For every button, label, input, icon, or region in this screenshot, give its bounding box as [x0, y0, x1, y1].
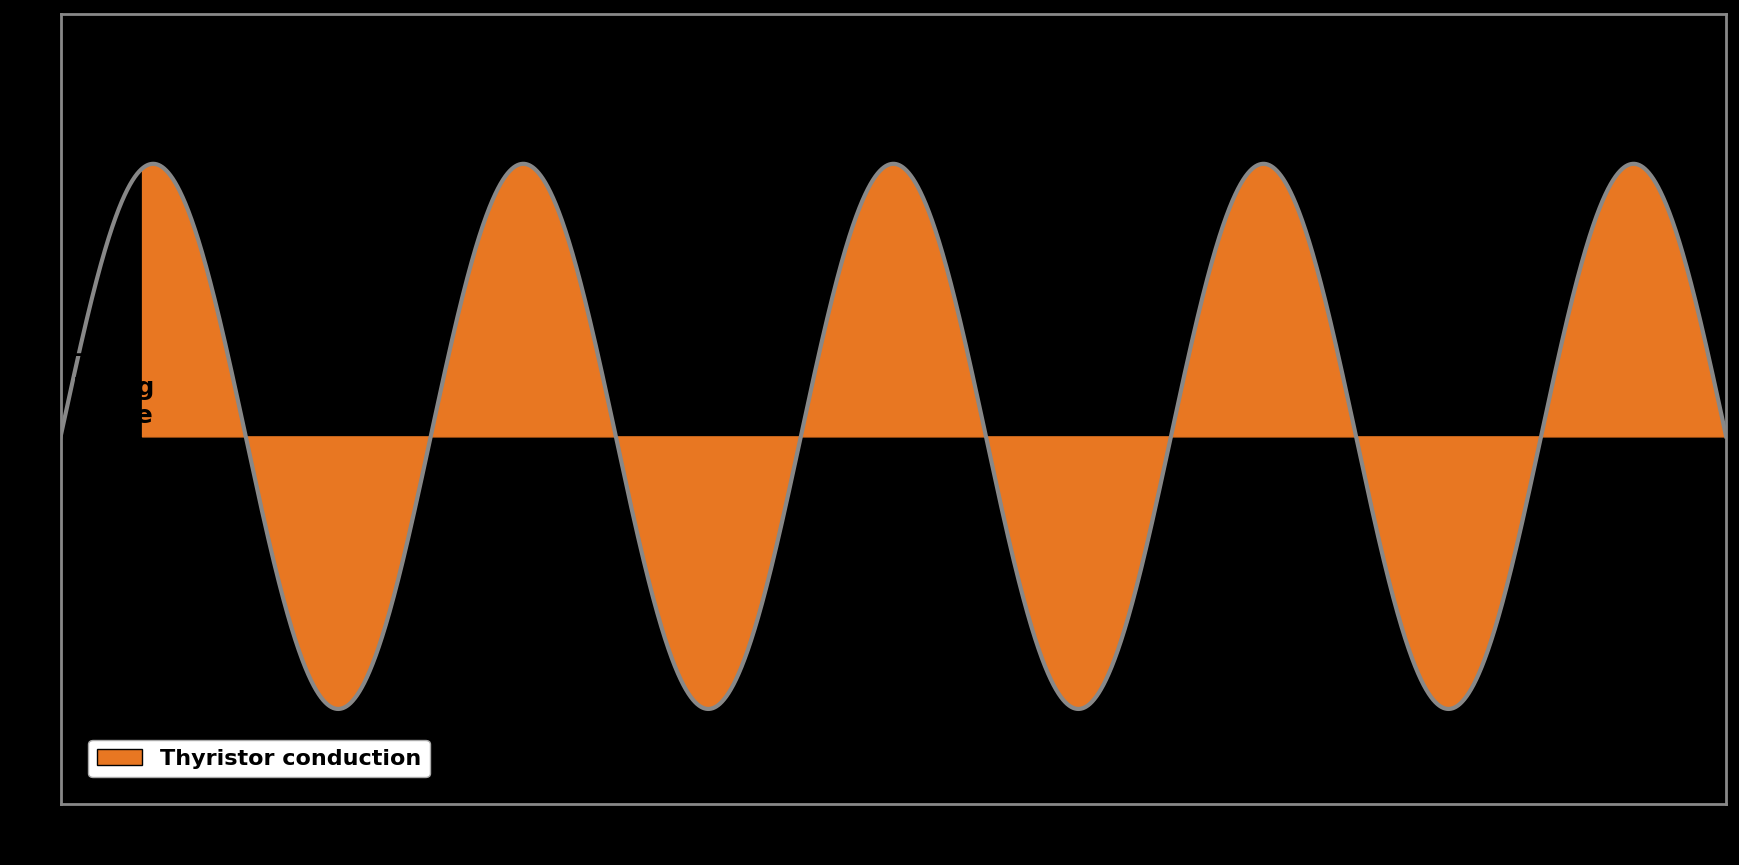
- Bar: [299, 674, 416, 804]
- Bar: [1012, 279, 1130, 408]
- Bar: [299, 410, 416, 540]
- Bar: [299, 279, 416, 408]
- Text: Firing
Angle: Firing Angle: [73, 376, 155, 428]
- Bar: [61, 279, 179, 408]
- Bar: [537, 147, 654, 276]
- Bar: [776, 674, 892, 804]
- Bar: [1012, 542, 1130, 671]
- Bar: [1132, 279, 1249, 408]
- Bar: [1489, 674, 1605, 804]
- Bar: [894, 279, 1010, 408]
- Bar: [299, 147, 416, 276]
- Bar: [419, 279, 536, 408]
- Bar: [1489, 279, 1605, 408]
- Bar: [537, 674, 654, 804]
- Bar: [419, 674, 536, 804]
- Bar: [1012, 147, 1130, 276]
- Bar: [419, 15, 536, 144]
- Bar: [61, 147, 179, 276]
- Bar: [1012, 410, 1130, 540]
- Bar: [1369, 147, 1487, 276]
- Bar: [1607, 542, 1723, 671]
- Bar: [61, 674, 179, 804]
- Bar: [1369, 279, 1487, 408]
- Bar: [1607, 279, 1723, 408]
- Bar: [1132, 15, 1249, 144]
- Bar: [1607, 674, 1723, 804]
- Bar: [1250, 279, 1367, 408]
- Bar: [894, 410, 1010, 540]
- Bar: [1012, 674, 1130, 804]
- Bar: [1250, 15, 1367, 144]
- Bar: [537, 279, 654, 408]
- Bar: [1369, 674, 1487, 804]
- Bar: [1489, 147, 1605, 276]
- Bar: [1369, 410, 1487, 540]
- Bar: [181, 279, 297, 408]
- Bar: [656, 147, 774, 276]
- Bar: [1489, 542, 1605, 671]
- Bar: [181, 410, 297, 540]
- Bar: [656, 279, 774, 408]
- Bar: [299, 542, 416, 671]
- Bar: [656, 542, 774, 671]
- Bar: [419, 542, 536, 671]
- Bar: [1607, 410, 1723, 540]
- Bar: [61, 410, 179, 540]
- Bar: [1489, 410, 1605, 540]
- Bar: [1132, 542, 1249, 671]
- Bar: [299, 15, 416, 144]
- Bar: [894, 542, 1010, 671]
- Bar: [1132, 147, 1249, 276]
- Bar: [537, 15, 654, 144]
- Bar: [1250, 147, 1367, 276]
- Bar: [181, 674, 297, 804]
- Bar: [1012, 15, 1130, 144]
- Bar: [181, 15, 297, 144]
- Bar: [894, 147, 1010, 276]
- Bar: [537, 410, 654, 540]
- Bar: [1607, 147, 1723, 276]
- Bar: [1250, 542, 1367, 671]
- Bar: [656, 410, 774, 540]
- Bar: [419, 147, 536, 276]
- Bar: [1607, 15, 1723, 144]
- Bar: [776, 147, 892, 276]
- Bar: [776, 15, 892, 144]
- Bar: [656, 15, 774, 144]
- Y-axis label: Input Voltage: Input Voltage: [14, 303, 42, 516]
- Bar: [537, 542, 654, 671]
- Bar: [1250, 410, 1367, 540]
- Bar: [61, 15, 179, 144]
- Bar: [1250, 674, 1367, 804]
- Bar: [1369, 542, 1487, 671]
- Bar: [61, 542, 179, 671]
- Bar: [1132, 410, 1249, 540]
- Bar: [894, 674, 1010, 804]
- X-axis label: Time: Time: [856, 823, 930, 851]
- Bar: [419, 410, 536, 540]
- Bar: [776, 279, 892, 408]
- Bar: [776, 410, 892, 540]
- Bar: [181, 542, 297, 671]
- Bar: [1369, 15, 1487, 144]
- Bar: [1489, 15, 1605, 144]
- Bar: [181, 147, 297, 276]
- Legend: Thyristor conduction: Thyristor conduction: [89, 740, 430, 778]
- Bar: [776, 542, 892, 671]
- Bar: [1132, 674, 1249, 804]
- Bar: [894, 15, 1010, 144]
- Bar: [656, 674, 774, 804]
